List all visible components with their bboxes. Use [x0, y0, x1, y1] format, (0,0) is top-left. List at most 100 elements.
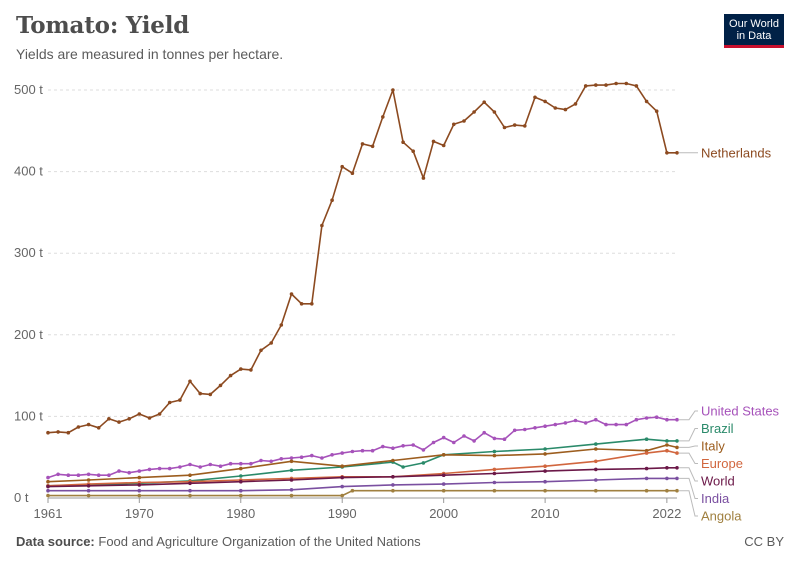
data-point	[583, 84, 588, 88]
series-line-netherlands	[47, 82, 677, 434]
data-point	[340, 475, 345, 480]
data-point	[137, 488, 142, 493]
data-point	[86, 422, 91, 427]
source-note: Data source: Food and Agriculture Organi…	[16, 534, 421, 549]
data-point	[147, 416, 152, 420]
license[interactable]: CC BY	[744, 534, 784, 549]
data-point	[644, 451, 649, 455]
label-connector	[679, 445, 698, 448]
data-point	[188, 481, 192, 486]
data-point	[675, 151, 679, 155]
data-point	[249, 368, 253, 372]
data-point	[553, 422, 558, 427]
data-point	[391, 488, 395, 493]
data-point	[441, 435, 446, 440]
data-point	[644, 437, 649, 442]
data-point	[452, 122, 456, 127]
data-point	[46, 493, 50, 498]
data-point	[330, 198, 334, 202]
data-point	[350, 171, 355, 175]
data-point	[553, 106, 558, 110]
data-point	[421, 448, 426, 452]
data-point	[370, 144, 375, 149]
data-point	[573, 418, 578, 423]
series-labels: Netherlands United States Brazil Italy Europ…	[679, 145, 780, 524]
y-tick-label: 100 t	[14, 408, 43, 423]
data-point	[188, 473, 192, 478]
data-point	[665, 417, 669, 422]
series-label-world: World	[701, 474, 735, 489]
data-point	[502, 125, 507, 130]
data-point	[543, 488, 547, 493]
data-point	[543, 424, 547, 429]
x-tick-label: 1990	[328, 506, 357, 521]
data-point	[96, 426, 101, 430]
data-point	[137, 412, 142, 416]
data-point	[492, 110, 497, 114]
data-point	[117, 420, 121, 424]
data-point	[512, 123, 517, 127]
data-point	[441, 488, 446, 493]
x-tick-label: 1970	[125, 506, 154, 521]
owid-logo[interactable]: Our World in Data	[724, 14, 784, 48]
data-point	[411, 443, 416, 447]
data-point	[107, 473, 111, 478]
data-point	[56, 430, 60, 434]
data-point	[86, 478, 91, 482]
data-point	[583, 421, 588, 425]
data-point	[46, 484, 50, 489]
data-point	[492, 453, 497, 458]
y-tick-label: 500 t	[14, 82, 43, 97]
x-tick-label: 1980	[226, 506, 255, 521]
data-point	[401, 140, 405, 144]
series-label-united-states: United States	[701, 404, 780, 419]
source-label: Data source:	[16, 534, 95, 549]
data-point	[188, 488, 192, 493]
data-point	[269, 459, 274, 464]
data-point	[157, 412, 162, 416]
data-point	[594, 417, 598, 422]
data-point	[644, 488, 649, 493]
data-point	[137, 493, 142, 498]
data-point	[66, 430, 71, 435]
data-point	[594, 83, 598, 87]
data-point	[310, 453, 314, 458]
data-point	[137, 483, 142, 487]
data-point	[289, 493, 294, 498]
data-point	[127, 417, 131, 421]
data-point	[239, 461, 243, 466]
data-point	[665, 443, 669, 447]
data-point	[320, 223, 324, 228]
data-point	[654, 109, 659, 113]
series-line-united-states	[47, 416, 677, 479]
data-point	[644, 416, 649, 420]
data-point	[543, 452, 547, 456]
data-point	[299, 302, 304, 306]
data-point	[472, 110, 476, 114]
data-point	[462, 434, 466, 438]
data-point	[675, 476, 679, 481]
data-point	[381, 115, 385, 119]
data-point	[675, 466, 679, 470]
data-point	[492, 449, 497, 454]
data-point	[137, 469, 142, 473]
x-tick-label: 1961	[34, 506, 63, 521]
data-point	[208, 392, 213, 397]
y-tick-label: 200 t	[14, 327, 43, 342]
data-point	[310, 302, 314, 306]
data-point	[543, 479, 547, 484]
data-point	[86, 488, 91, 493]
data-point	[594, 442, 598, 446]
series-label-angola: Angola	[701, 509, 742, 524]
data-point	[289, 456, 294, 460]
data-point	[401, 444, 405, 448]
data-point	[370, 448, 375, 453]
source-text[interactable]: Food and Agriculture Organization of the…	[98, 534, 421, 549]
data-point	[492, 471, 497, 476]
data-point	[76, 425, 81, 429]
data-point	[56, 472, 60, 477]
x-tick-label: 2010	[531, 506, 560, 521]
data-point	[239, 479, 243, 484]
data-point	[523, 427, 527, 432]
data-point	[46, 488, 50, 493]
